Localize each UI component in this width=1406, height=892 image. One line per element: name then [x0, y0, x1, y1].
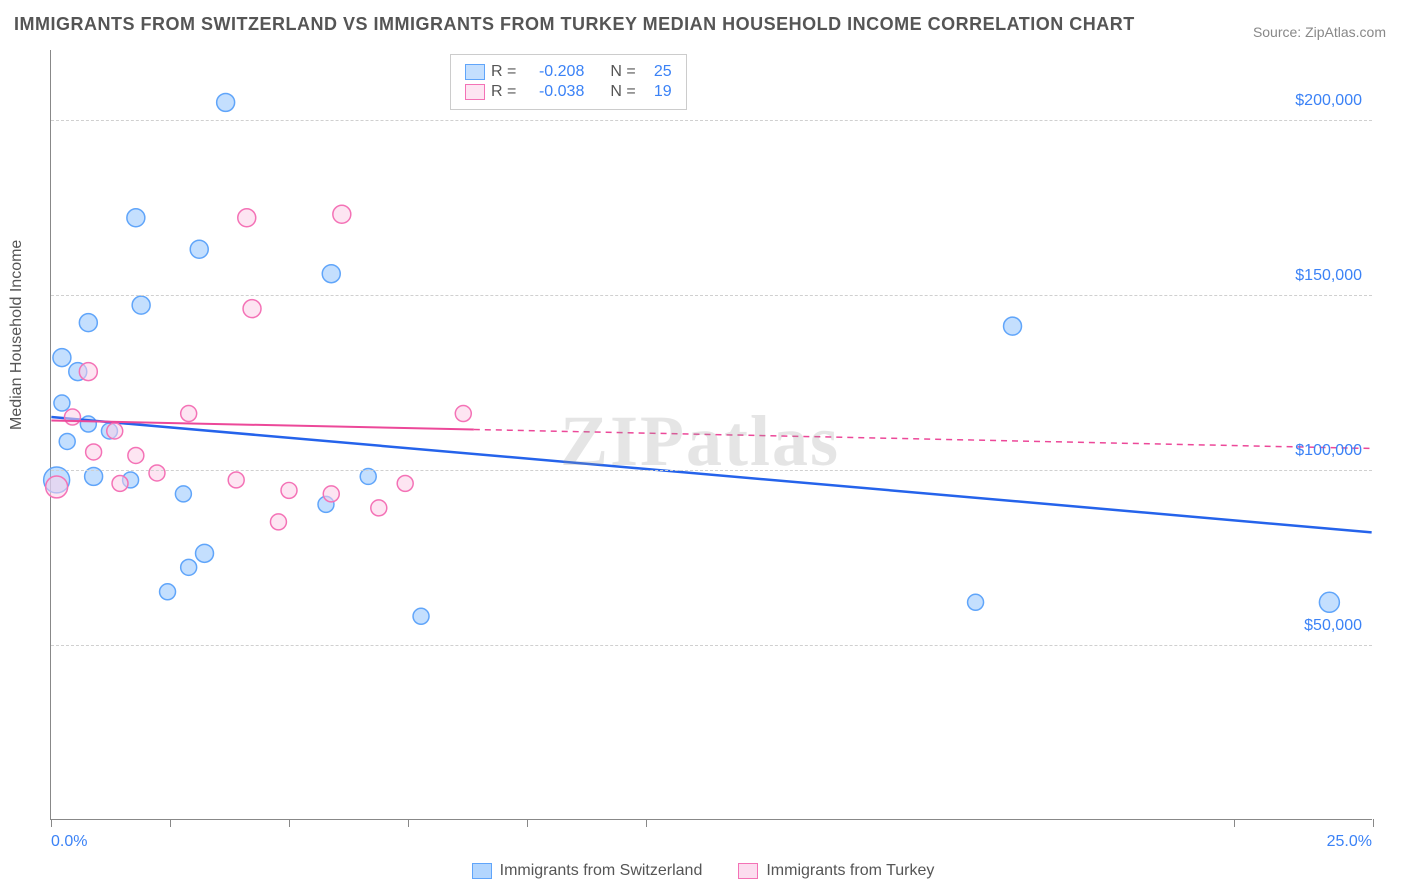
legend-item-label: Immigrants from Switzerland	[500, 862, 703, 880]
data-point-turkey	[181, 406, 197, 422]
data-point-switzerland	[190, 240, 208, 258]
gridline	[51, 470, 1372, 471]
legend-series: Immigrants from Switzerland Immigrants fr…	[0, 862, 1406, 884]
data-point-switzerland	[175, 486, 191, 502]
n-value: 25	[642, 63, 672, 81]
x-tick	[289, 819, 290, 827]
data-point-turkey	[243, 300, 261, 318]
data-point-switzerland	[217, 93, 235, 111]
x-axis-max-label: 25.0%	[1327, 833, 1372, 851]
x-axis-min-label: 0.0%	[51, 833, 87, 851]
gridline	[51, 295, 1372, 296]
x-tick	[408, 819, 409, 827]
regression-line-switzerland	[51, 417, 1371, 532]
data-point-switzerland	[181, 559, 197, 575]
y-tick-label: $200,000	[1295, 92, 1362, 110]
x-tick	[1373, 819, 1374, 827]
data-point-switzerland	[1004, 317, 1022, 335]
data-point-switzerland	[79, 314, 97, 332]
y-tick-label: $150,000	[1295, 267, 1362, 285]
data-point-switzerland	[59, 434, 75, 450]
data-point-turkey	[112, 475, 128, 491]
data-point-turkey	[107, 423, 123, 439]
x-tick	[646, 819, 647, 827]
data-point-turkey	[64, 409, 80, 425]
x-tick	[51, 819, 52, 827]
data-point-switzerland	[80, 416, 96, 432]
data-point-turkey	[128, 447, 144, 463]
y-tick-label: $100,000	[1295, 442, 1362, 460]
data-point-turkey	[79, 363, 97, 381]
plot-svg	[51, 50, 1372, 819]
n-value: 19	[642, 83, 672, 101]
data-point-turkey	[228, 472, 244, 488]
data-point-turkey	[371, 500, 387, 516]
r-value: -0.208	[522, 63, 584, 81]
data-point-turkey	[46, 476, 68, 498]
regression-line-dashed-turkey	[474, 429, 1372, 448]
data-point-switzerland	[132, 296, 150, 314]
chart-title: IMMIGRANTS FROM SWITZERLAND VS IMMIGRANT…	[14, 14, 1135, 35]
x-tick	[170, 819, 171, 827]
data-point-turkey	[149, 465, 165, 481]
data-point-turkey	[281, 482, 297, 498]
x-tick	[1234, 819, 1235, 827]
data-point-turkey	[86, 444, 102, 460]
legend-stat-row-switzerland: R = -0.208 N = 25	[465, 63, 672, 81]
data-point-switzerland	[54, 395, 70, 411]
data-point-switzerland	[413, 608, 429, 624]
r-label: R =	[491, 83, 516, 101]
legend-swatch-icon	[738, 863, 758, 879]
source-attribution: Source: ZipAtlas.com	[1253, 24, 1386, 40]
data-point-switzerland	[53, 349, 71, 367]
data-point-turkey	[270, 514, 286, 530]
legend-item: Immigrants from Turkey	[738, 862, 934, 880]
y-axis-label: Median Household Income	[8, 240, 26, 430]
gridline	[51, 645, 1372, 646]
legend-swatch-icon	[465, 84, 485, 100]
data-point-turkey	[397, 475, 413, 491]
y-tick-label: $50,000	[1304, 617, 1362, 635]
data-point-switzerland	[127, 209, 145, 227]
r-value: -0.038	[522, 83, 584, 101]
n-label: N =	[610, 83, 635, 101]
data-point-turkey	[323, 486, 339, 502]
data-point-switzerland	[1319, 592, 1339, 612]
legend-item: Immigrants from Switzerland	[472, 862, 703, 880]
r-label: R =	[491, 63, 516, 81]
data-point-turkey	[238, 209, 256, 227]
legend-swatch-icon	[472, 863, 492, 879]
data-point-switzerland	[196, 544, 214, 562]
gridline	[51, 120, 1372, 121]
legend-item-label: Immigrants from Turkey	[766, 862, 934, 880]
x-tick	[527, 819, 528, 827]
n-label: N =	[610, 63, 635, 81]
legend-stat-row-turkey: R = -0.038 N = 19	[465, 83, 672, 101]
data-point-turkey	[333, 205, 351, 223]
data-point-switzerland	[160, 584, 176, 600]
data-point-switzerland	[968, 594, 984, 610]
legend-stats: R = -0.208 N = 25 R = -0.038 N = 19	[450, 54, 687, 110]
data-point-switzerland	[322, 265, 340, 283]
plot-area: 0.0% 25.0% $50,000$100,000$150,000$200,0…	[50, 50, 1372, 820]
chart-container: IMMIGRANTS FROM SWITZERLAND VS IMMIGRANT…	[0, 0, 1406, 892]
legend-swatch-icon	[465, 64, 485, 80]
data-point-turkey	[455, 406, 471, 422]
